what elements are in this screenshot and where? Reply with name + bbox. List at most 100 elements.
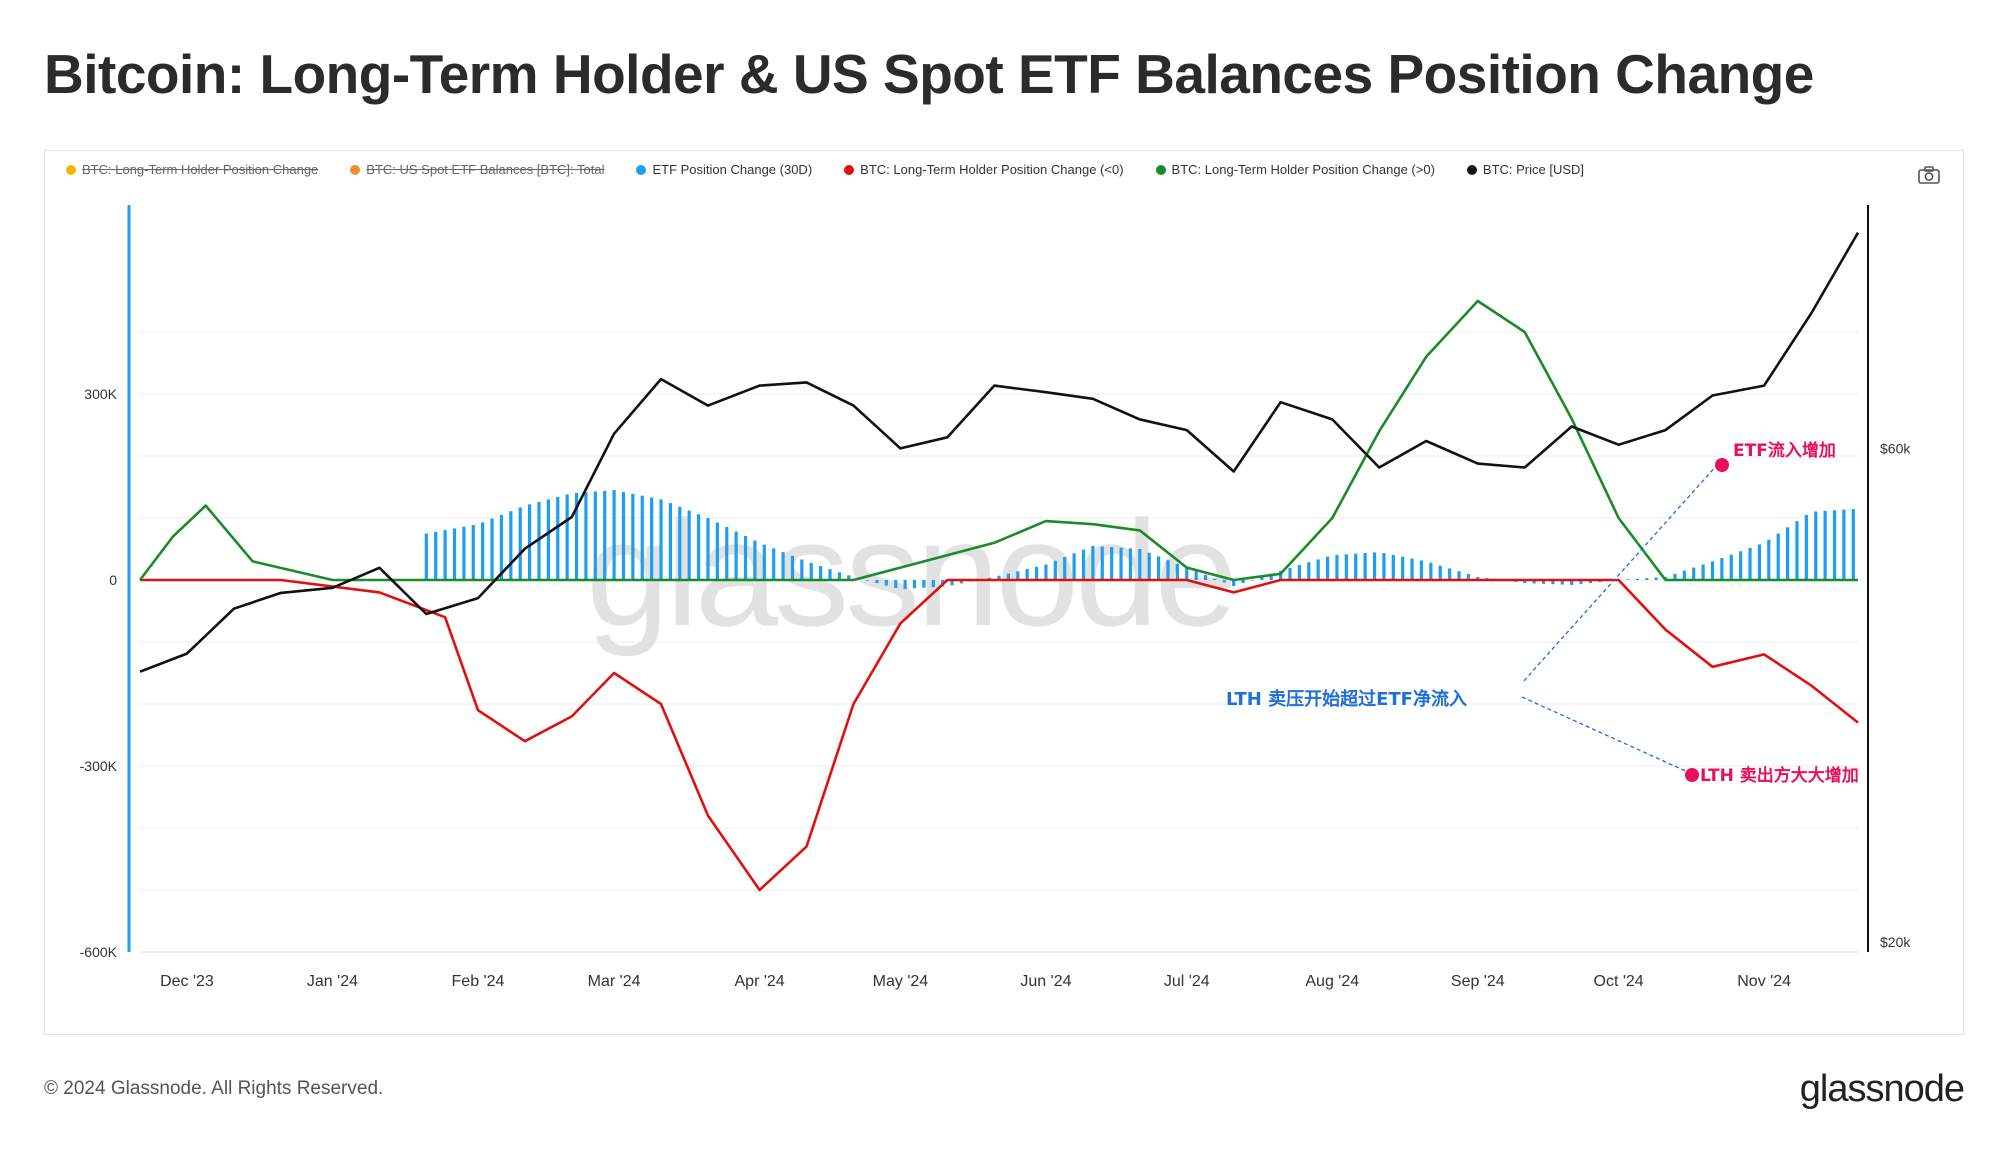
etf-bar: [931, 580, 935, 588]
legend-label: BTC: Long-Term Holder Position Change: [82, 162, 319, 177]
annotation-marker: [1715, 458, 1729, 472]
etf-bar: [762, 544, 766, 580]
legend-swatch: [844, 164, 855, 175]
annotation-line: [1521, 463, 1719, 684]
etf-bar: [574, 492, 579, 580]
etf-bar: [1588, 580, 1593, 583]
legend-label: ETF Position Change (30D): [652, 162, 813, 177]
etf-bar: [1344, 554, 1348, 580]
etf-bar: [809, 562, 813, 580]
etf-bar: [734, 531, 738, 580]
legend-swatch: [350, 164, 361, 175]
etf-bar: [1438, 565, 1442, 580]
x-tick-label: Mar '24: [588, 973, 641, 990]
lth-negative-line: [140, 578, 1859, 892]
etf-bar: [1654, 577, 1658, 580]
x-tick-label: Dec '23: [160, 973, 214, 990]
etf-bar: [1410, 558, 1414, 580]
etf-bar: [1579, 580, 1583, 584]
legend-item-lth-neg[interactable]: BTC: Long-Term Holder Position Change (<…: [844, 162, 1124, 177]
legend-item-etf-30d[interactable]: ETF Position Change (30D): [636, 162, 812, 177]
etf-bar: [481, 522, 485, 580]
etf-bar: [593, 491, 597, 580]
etf-bar: [1635, 578, 1639, 580]
legend-item-lth-pos[interactable]: BTC: Long-Term Holder Position Change (>…: [1155, 162, 1435, 177]
legend-label: BTC: Price [USD]: [1482, 162, 1585, 177]
etf-bar: [1250, 580, 1255, 581]
etf-bar: [1044, 564, 1048, 580]
etf-bar: [1701, 564, 1705, 580]
etf-bar: [800, 559, 804, 580]
annotation-line: [1521, 696, 1691, 774]
legend-item-etf-total[interactable]: BTC: US Spot ETF Balances [BTC]: Total: [350, 162, 604, 177]
etf-bar: [743, 536, 748, 580]
etf-bar: [584, 492, 588, 580]
etf-bar: [950, 580, 954, 586]
etf-bar: [1325, 556, 1330, 580]
etf-bar: [1316, 559, 1320, 580]
etf-bar: [1016, 571, 1020, 580]
etf-bar: [1081, 549, 1086, 580]
etf-bar: [1757, 544, 1762, 580]
etf-bar: [528, 504, 532, 580]
etf-bar: [1804, 514, 1808, 580]
etf-bar: [1626, 579, 1630, 580]
etf-bar: [1213, 578, 1217, 580]
etf-bar: [565, 494, 569, 580]
y-tick-label: -600K: [80, 944, 118, 960]
etf-bar: [1560, 580, 1564, 585]
legend-swatch: [66, 164, 76, 175]
y-tick-label: -300K: [80, 758, 118, 774]
x-tick-label: Oct '24: [1594, 973, 1644, 990]
etf-bar: [462, 526, 466, 580]
etf-bar: [1053, 560, 1057, 580]
annotation-etf: ETF流入增加: [1733, 440, 1836, 461]
legend-label: BTC: Long-Term Holder Position Change (<…: [860, 162, 1124, 177]
etf-bar: [715, 522, 719, 580]
etf-bar: [1814, 511, 1818, 580]
legend-item-lth-total[interactable]: BTC: Long-Term Holder Position Change: [66, 162, 318, 177]
etf-bar: [894, 580, 898, 589]
etf-bar: [556, 496, 560, 580]
etf-bar: [875, 580, 879, 584]
etf-bar: [1063, 557, 1067, 580]
etf-bar: [1025, 569, 1029, 580]
etf-bar: [1372, 552, 1377, 580]
etf-bar: [1307, 562, 1311, 580]
watermark: glassnode: [586, 489, 1234, 657]
etf-bar: [1034, 566, 1039, 580]
etf-bar: [1682, 570, 1686, 580]
chart-panel: [44, 150, 1964, 1035]
legend-label: BTC: Long-Term Holder Position Change (>…: [1171, 162, 1435, 177]
etf-bar: [903, 580, 907, 589]
etf-bar: [1476, 576, 1480, 580]
etf-bar: [1335, 554, 1339, 580]
y2-tick-label: $60k: [1880, 440, 1911, 456]
etf-bar: [922, 580, 926, 588]
etf-bar: [1363, 553, 1367, 580]
etf-bar: [1138, 549, 1142, 580]
etf-bar: [678, 506, 682, 580]
etf-bar: [1429, 562, 1433, 580]
legend-swatch: [1155, 164, 1166, 175]
etf-bar: [1785, 527, 1790, 580]
camera-icon[interactable]: [1918, 166, 1940, 184]
etf-bar: [753, 540, 757, 580]
brand-logo: glassnode: [1799, 1068, 1965, 1110]
etf-bar: [546, 499, 550, 580]
etf-bar: [1147, 552, 1151, 580]
x-tick-label: Aug '24: [1305, 973, 1359, 990]
etf-bar: [1645, 578, 1649, 580]
etf-bar: [490, 518, 494, 580]
etf-bar: [1448, 568, 1452, 580]
x-tick-label: Jan '24: [307, 973, 358, 990]
etf-bar: [1466, 574, 1470, 580]
etf-bar: [509, 511, 513, 580]
etf-bar: [725, 527, 729, 580]
etf-bar: [471, 525, 475, 580]
annotation-lth-cross: LTH 卖压开始超过ETF净流入: [1226, 688, 1467, 710]
legend-item-price[interactable]: BTC: Price [USD]: [1466, 162, 1585, 177]
etf-bar: [687, 510, 691, 580]
etf-bar: [1457, 571, 1461, 580]
